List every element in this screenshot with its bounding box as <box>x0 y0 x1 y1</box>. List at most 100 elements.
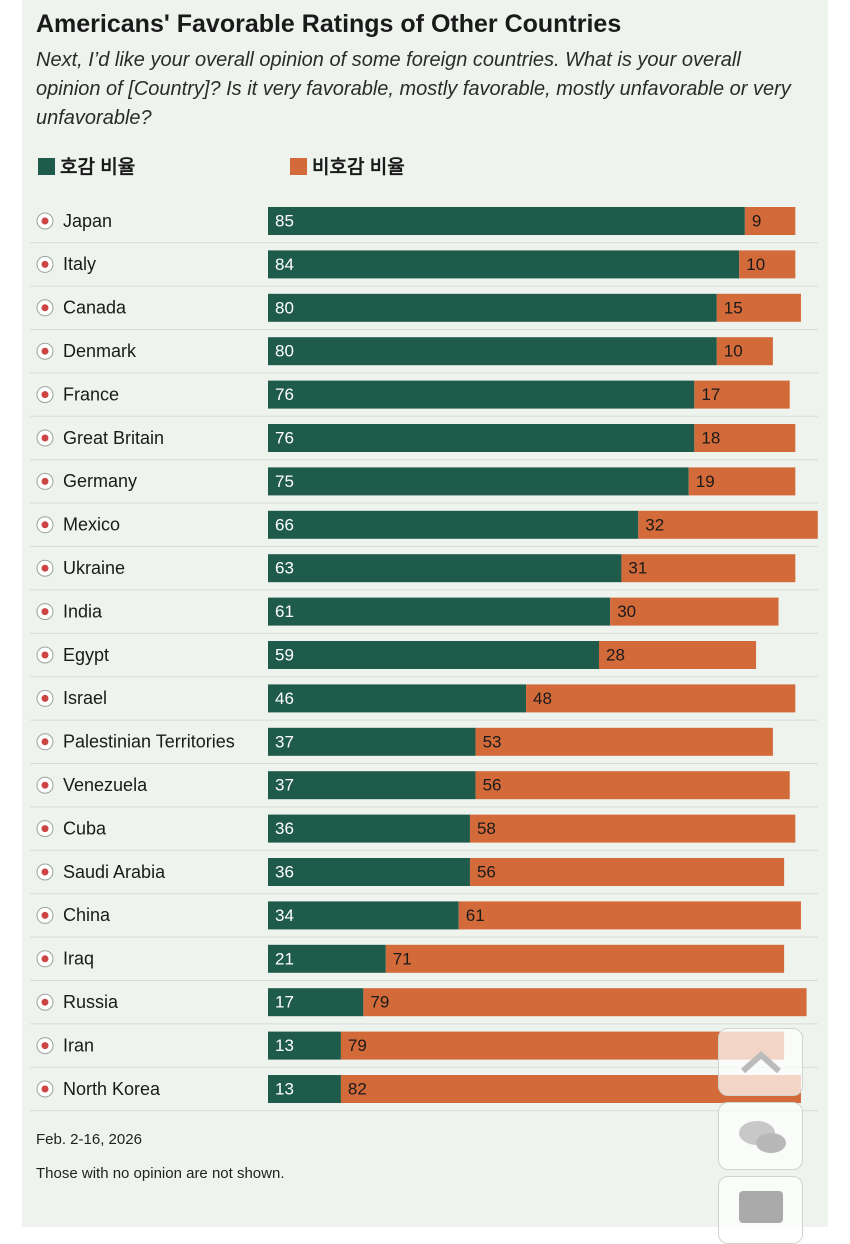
bar-segment <box>385 944 785 973</box>
value-label: 79 <box>370 993 389 1012</box>
flag-dot <box>41 260 49 268</box>
chart-subtitle: Next, I’d like your overall opinion of s… <box>36 49 791 129</box>
country-label: Germany <box>63 471 137 491</box>
flag-dot <box>41 434 49 442</box>
bar-segment <box>621 554 796 583</box>
bar-segment <box>268 988 364 1017</box>
bar-segment <box>268 814 470 843</box>
value-label: 10 <box>746 255 765 274</box>
flag-dot <box>41 1042 49 1050</box>
scroll-top-button[interactable] <box>718 1028 803 1096</box>
value-label: 85 <box>275 211 294 230</box>
value-label: 48 <box>533 689 552 708</box>
comment-icon <box>739 1121 786 1153</box>
bar-segment <box>268 424 695 452</box>
value-label: 79 <box>348 1036 367 1055</box>
bar-segment <box>475 727 773 756</box>
value-label: 59 <box>275 645 294 664</box>
country-label: China <box>63 905 111 925</box>
bar-segment <box>268 597 611 626</box>
value-label: 15 <box>724 298 743 317</box>
bar-segment <box>268 858 470 886</box>
bar-segment <box>268 1031 341 1060</box>
value-label: 82 <box>348 1079 367 1098</box>
flag-dot <box>41 1085 49 1093</box>
country-label: Venezuela <box>63 775 148 795</box>
comment-button[interactable] <box>718 1102 803 1170</box>
value-label: 80 <box>275 342 294 361</box>
bar-segment <box>694 424 796 452</box>
country-label: Israel <box>63 688 107 708</box>
value-label: 28 <box>606 645 625 664</box>
value-label: 36 <box>275 862 294 881</box>
country-label: North Korea <box>63 1079 161 1099</box>
value-label: 19 <box>696 472 715 491</box>
value-label: 32 <box>645 515 664 534</box>
flag-dot <box>41 955 49 963</box>
value-label: 36 <box>275 819 294 838</box>
country-label: Mexico <box>63 515 120 535</box>
bar-segment <box>694 380 790 409</box>
value-label: 31 <box>628 559 647 578</box>
country-label: Iraq <box>63 949 94 969</box>
country-label: Palestinian Territories <box>63 732 235 752</box>
bar-segment <box>268 207 745 235</box>
bar-segment <box>268 1075 341 1103</box>
flag-dot <box>41 868 49 876</box>
bar-segment <box>475 771 790 800</box>
bar-segment <box>688 467 796 496</box>
bar-segment <box>744 207 796 235</box>
flag-dot <box>41 347 49 355</box>
value-label: 34 <box>275 906 294 925</box>
country-label: Russia <box>63 992 119 1012</box>
footnote: Those with no opinion are not shown. <box>36 1165 285 1182</box>
bar-segment <box>268 944 386 973</box>
value-label: 9 <box>752 211 761 230</box>
bar-segment <box>716 337 773 366</box>
flag-dot <box>41 304 49 312</box>
value-label: 80 <box>275 298 294 317</box>
value-label: 56 <box>477 862 496 881</box>
list-button[interactable] <box>718 1176 803 1244</box>
up-icon <box>741 1050 781 1074</box>
country-label: Ukraine <box>63 558 125 578</box>
legend-label: 비호감 비율 <box>312 156 405 178</box>
value-label: 58 <box>477 819 496 838</box>
value-label: 17 <box>275 993 294 1012</box>
flag-dot <box>41 391 49 399</box>
value-label: 84 <box>275 255 294 274</box>
value-label: 76 <box>275 428 294 447</box>
legend-swatch <box>38 158 55 175</box>
value-label: 21 <box>275 949 294 968</box>
flag-dot <box>41 477 49 485</box>
bar-segment <box>610 597 779 626</box>
bar-segment <box>469 858 785 886</box>
value-label: 71 <box>393 949 412 968</box>
value-label: 53 <box>483 732 502 751</box>
country-label: Cuba <box>63 818 107 838</box>
country-label: Italy <box>63 254 96 274</box>
flag-dot <box>41 998 49 1006</box>
bar-segment <box>716 293 801 322</box>
chart-title: Americans' Favorable Ratings of Other Co… <box>36 10 622 38</box>
value-label: 10 <box>724 342 743 361</box>
bar-segment <box>739 250 796 279</box>
legend-swatch <box>290 158 307 175</box>
bar-segment <box>526 684 796 713</box>
bar-segment <box>268 684 527 713</box>
value-label: 61 <box>466 906 485 925</box>
bar-segment <box>268 293 717 322</box>
value-label: 30 <box>617 602 636 621</box>
country-label: Iran <box>63 1035 94 1055</box>
bar-segment <box>268 641 599 669</box>
bar-segment <box>268 771 476 800</box>
value-label: 13 <box>275 1036 294 1055</box>
bar-segment <box>268 510 639 539</box>
country-label: Japan <box>63 211 112 231</box>
country-label: France <box>63 384 119 404</box>
flag-dot <box>41 911 49 919</box>
flag-dot <box>41 608 49 616</box>
flag-dot <box>41 521 49 529</box>
